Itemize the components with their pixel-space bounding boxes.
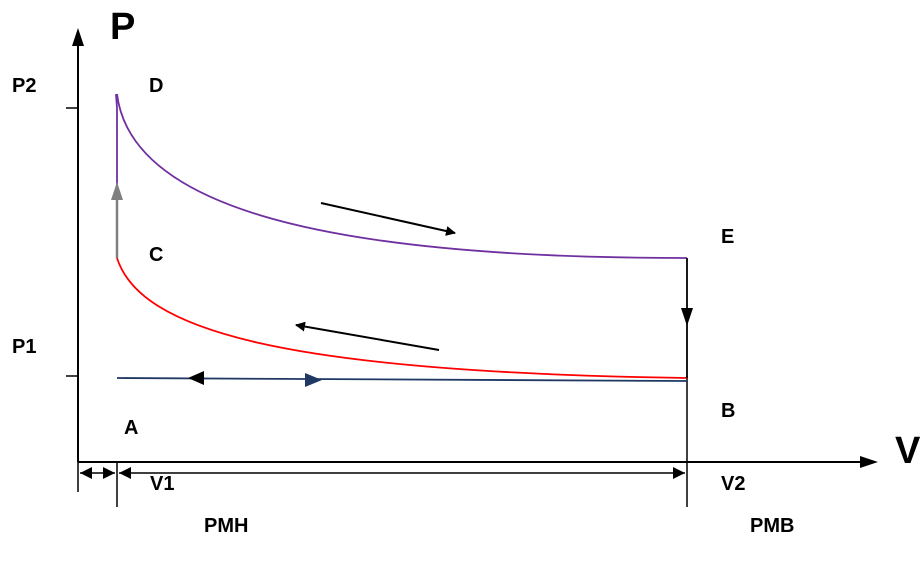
clearance-left-arrow-icon (80, 467, 92, 479)
point-b-label: B (721, 400, 735, 422)
expansion-curve (116, 93, 688, 259)
pmb-label: PMB (750, 515, 794, 537)
x-axis-arrow-icon (860, 456, 878, 468)
pmh-label: PMH (204, 515, 248, 537)
compression-curve (116, 257, 688, 379)
clearance-right-arrow-icon (103, 467, 115, 479)
point-a-label: A (124, 417, 138, 439)
point-e-label: E (721, 226, 734, 248)
intake-exhaust-line (116, 377, 688, 382)
arrow-left-icon (188, 371, 204, 385)
stroke-left-arrow-icon (119, 467, 131, 479)
v1-label: V1 (150, 473, 174, 495)
stroke-right-arrow-icon (673, 467, 685, 479)
y-axis-label: P (110, 6, 135, 48)
y-axis-arrow-icon (72, 28, 84, 46)
p1-label: P1 (12, 336, 36, 358)
point-c-label: C (149, 244, 163, 266)
arrow-down-icon (681, 308, 693, 326)
p2-label: P2 (12, 75, 36, 97)
arrow-up-icon (111, 182, 123, 200)
point-d-label: D (149, 75, 163, 97)
heat-addition-line-top (115, 93, 118, 109)
expansion-direction-arrow (320, 202, 456, 236)
compression-direction-arrow (295, 321, 440, 351)
x-axis-label: V (895, 430, 920, 472)
v2-label: V2 (721, 473, 745, 495)
arrow-right-icon (305, 373, 322, 387)
